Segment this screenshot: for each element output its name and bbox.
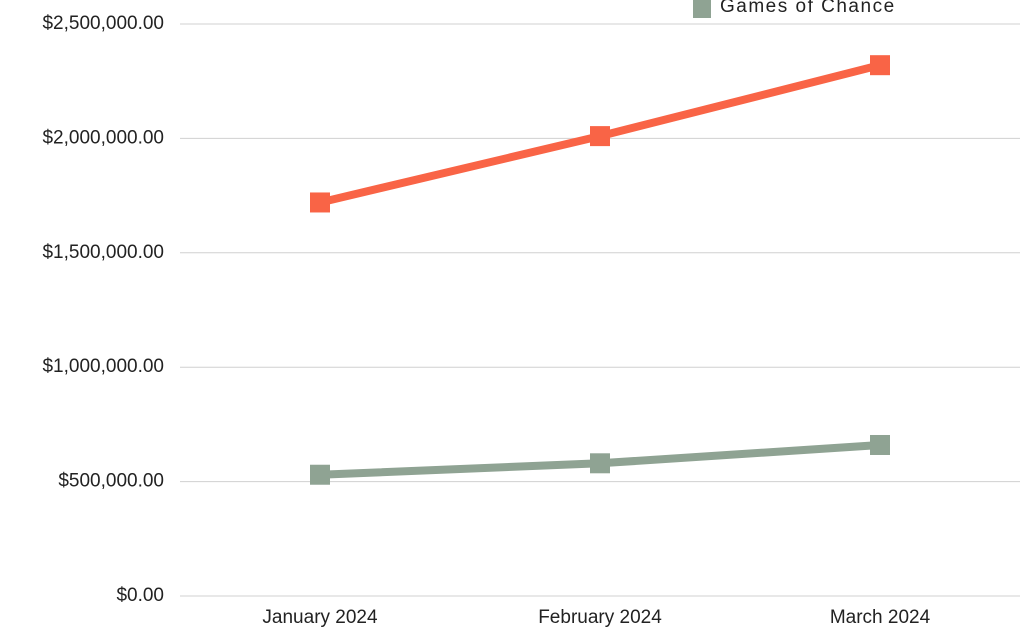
y-tick-label: $1,500,000.00 [42, 242, 164, 263]
x-tick-label: March 2024 [830, 607, 931, 628]
y-tick-label: $500,000.00 [58, 471, 164, 492]
legend-swatch [693, 0, 711, 18]
data-point [870, 434, 890, 455]
y-tick-label: $2,000,000.00 [42, 127, 164, 148]
y-tick-label: $0.00 [116, 585, 164, 606]
data-point [870, 55, 890, 76]
data-point [590, 453, 610, 474]
y-tick-label: $2,500,000.00 [42, 13, 164, 34]
x-tick-label: February 2024 [538, 607, 662, 628]
legend-label: Games of Chance [720, 0, 896, 17]
data-point [310, 464, 330, 485]
data-point [310, 192, 330, 213]
x-tick-label: January 2024 [262, 607, 378, 628]
data-point [590, 126, 610, 147]
y-tick-label: $1,000,000.00 [42, 356, 164, 377]
